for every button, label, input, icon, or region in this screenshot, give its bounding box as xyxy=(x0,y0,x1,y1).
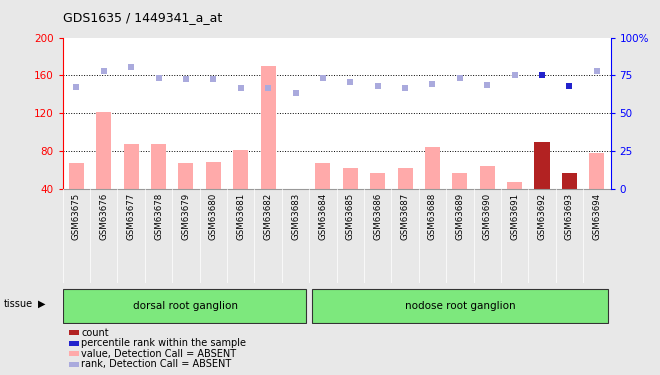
Text: GSM63692: GSM63692 xyxy=(537,193,546,240)
Bar xyxy=(261,66,276,189)
Bar xyxy=(589,153,605,189)
Text: GSM63675: GSM63675 xyxy=(72,193,81,240)
Bar xyxy=(63,289,306,322)
Bar xyxy=(69,163,84,189)
Bar xyxy=(315,163,331,189)
Text: GSM63691: GSM63691 xyxy=(510,193,519,240)
Bar xyxy=(233,150,248,189)
Bar xyxy=(535,142,550,189)
Bar xyxy=(123,144,139,189)
Bar xyxy=(206,162,221,189)
Text: nodose root ganglion: nodose root ganglion xyxy=(405,301,515,310)
Bar xyxy=(343,168,358,189)
Text: tissue: tissue xyxy=(3,299,32,309)
Text: GSM63693: GSM63693 xyxy=(565,193,574,240)
Bar xyxy=(288,189,303,191)
Text: GSM63690: GSM63690 xyxy=(482,193,492,240)
Text: GSM63683: GSM63683 xyxy=(291,193,300,240)
Text: percentile rank within the sample: percentile rank within the sample xyxy=(81,338,246,348)
Text: GSM63677: GSM63677 xyxy=(127,193,136,240)
Bar xyxy=(562,173,577,189)
Bar xyxy=(96,111,112,189)
Text: GSM63684: GSM63684 xyxy=(318,193,327,240)
Text: GDS1635 / 1449341_a_at: GDS1635 / 1449341_a_at xyxy=(63,11,222,24)
Bar xyxy=(452,173,467,189)
Text: GSM63687: GSM63687 xyxy=(401,193,410,240)
Text: GSM63676: GSM63676 xyxy=(99,193,108,240)
Text: dorsal root ganglion: dorsal root ganglion xyxy=(133,301,238,310)
Bar xyxy=(312,289,608,322)
Text: GSM63694: GSM63694 xyxy=(592,193,601,240)
Bar xyxy=(480,166,495,189)
Text: value, Detection Call = ABSENT: value, Detection Call = ABSENT xyxy=(81,349,236,358)
Text: GSM63682: GSM63682 xyxy=(263,193,273,240)
Text: GSM63686: GSM63686 xyxy=(373,193,382,240)
Text: GSM63688: GSM63688 xyxy=(428,193,437,240)
Bar xyxy=(370,173,385,189)
Text: GSM63679: GSM63679 xyxy=(182,193,191,240)
Text: rank, Detection Call = ABSENT: rank, Detection Call = ABSENT xyxy=(81,359,232,369)
Bar xyxy=(397,168,412,189)
Bar xyxy=(425,147,440,189)
Text: ▶: ▶ xyxy=(38,299,46,309)
Text: GSM63681: GSM63681 xyxy=(236,193,246,240)
Bar xyxy=(151,144,166,189)
Bar xyxy=(178,163,193,189)
Text: GSM63685: GSM63685 xyxy=(346,193,355,240)
Text: GSM63680: GSM63680 xyxy=(209,193,218,240)
Text: GSM63678: GSM63678 xyxy=(154,193,163,240)
Text: GSM63689: GSM63689 xyxy=(455,193,465,240)
Text: count: count xyxy=(81,328,109,338)
Bar xyxy=(507,182,522,189)
